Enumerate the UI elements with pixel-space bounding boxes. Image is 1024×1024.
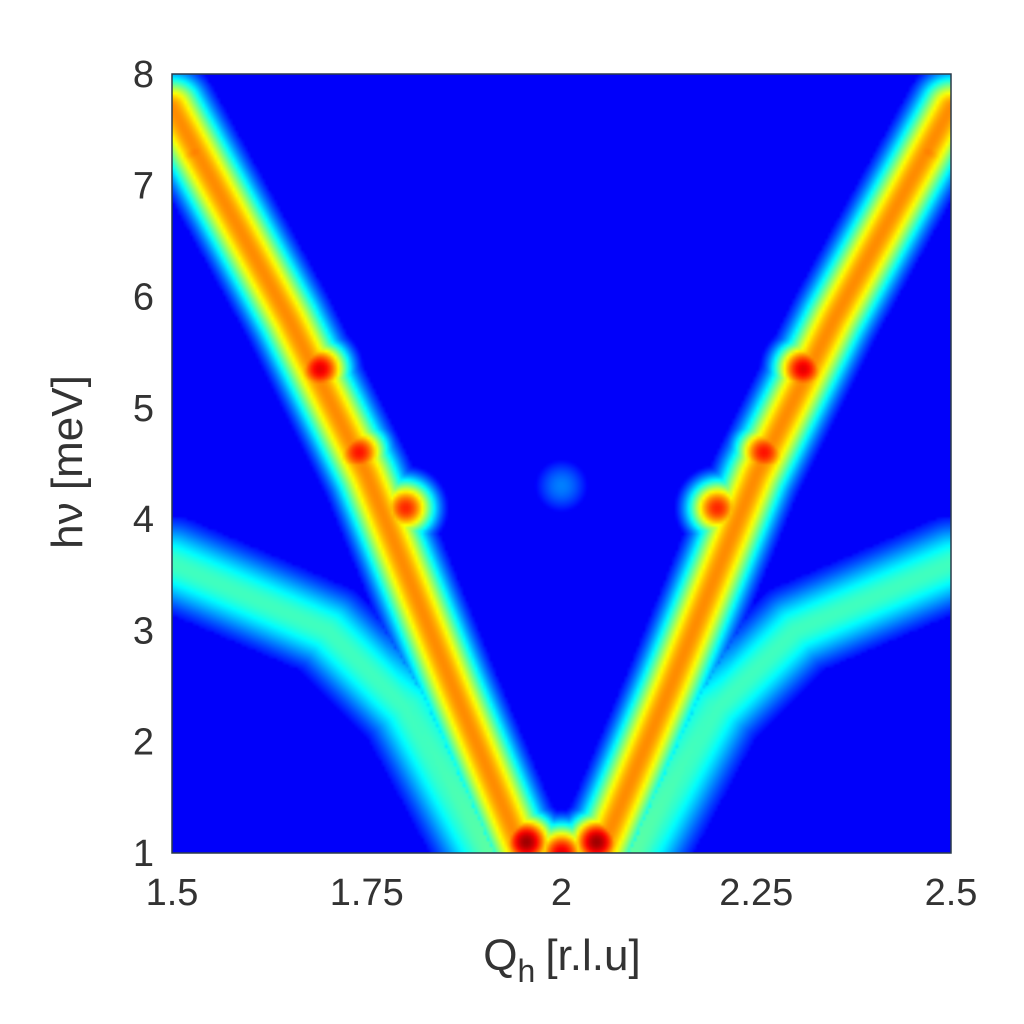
x-axis-label: Qh [r.l.u] (483, 931, 640, 989)
x-axis-label-unit: [r.l.u] (545, 931, 640, 980)
y-tick-label: 1 (133, 833, 154, 875)
y-axis-label: hν [meV] (43, 375, 92, 549)
y-tick-label: 3 (133, 610, 154, 652)
y-tick-label: 8 (133, 54, 154, 96)
y-tick-label: 2 (133, 722, 154, 764)
y-tick-label: 5 (133, 388, 154, 430)
x-tick-label: 1.5 (146, 872, 199, 914)
x-axis-label-subscript: h (518, 953, 536, 989)
x-tick-label: 2 (551, 872, 572, 914)
x-axis-label-main: Q (483, 931, 517, 980)
y-tick-label: 7 (133, 165, 154, 207)
x-tick-label: 2.25 (719, 872, 793, 914)
plot-area (171, 73, 952, 854)
y-tick-label: 4 (133, 499, 154, 541)
plot-frame (171, 73, 952, 854)
x-tick-label: 1.75 (330, 872, 404, 914)
x-axis: 1.5 1.75 2 2.25 2.5 (146, 872, 978, 914)
heatmap-image (172, 74, 951, 853)
x-tick-label: 2.5 (925, 872, 978, 914)
y-axis: 1 2 3 4 5 6 7 8 (133, 54, 154, 875)
y-tick-label: 6 (133, 277, 154, 319)
